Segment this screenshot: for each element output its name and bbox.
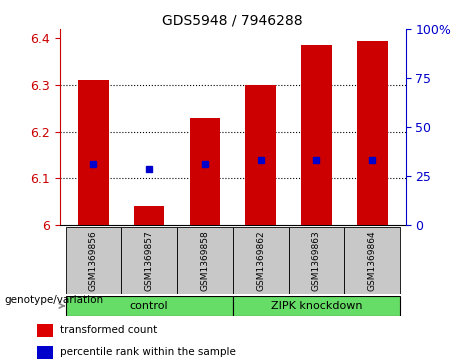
Text: control: control: [130, 301, 168, 311]
Bar: [37, 324, 53, 337]
Text: percentile rank within the sample: percentile rank within the sample: [60, 347, 236, 357]
Text: GSM1369863: GSM1369863: [312, 230, 321, 291]
Bar: [357, 41, 388, 225]
Bar: [189, 118, 220, 225]
Text: GSM1369858: GSM1369858: [201, 230, 209, 291]
Bar: [289, 227, 344, 294]
Bar: [121, 227, 177, 294]
Bar: [37, 346, 53, 359]
Bar: [233, 227, 289, 294]
Bar: [65, 296, 233, 316]
Text: GSM1369856: GSM1369856: [89, 230, 98, 291]
Text: transformed count: transformed count: [60, 325, 158, 335]
Bar: [344, 227, 400, 294]
Bar: [245, 85, 276, 225]
Bar: [177, 227, 233, 294]
Text: ZIPK knockdown: ZIPK knockdown: [271, 301, 362, 311]
Bar: [78, 80, 109, 225]
Bar: [233, 296, 400, 316]
Bar: [65, 227, 121, 294]
Text: GSM1369862: GSM1369862: [256, 230, 265, 291]
Bar: [301, 45, 332, 225]
Text: genotype/variation: genotype/variation: [5, 295, 104, 305]
Text: GSM1369857: GSM1369857: [145, 230, 154, 291]
Text: GSM1369864: GSM1369864: [368, 230, 377, 291]
Title: GDS5948 / 7946288: GDS5948 / 7946288: [162, 14, 303, 28]
Bar: [134, 207, 165, 225]
